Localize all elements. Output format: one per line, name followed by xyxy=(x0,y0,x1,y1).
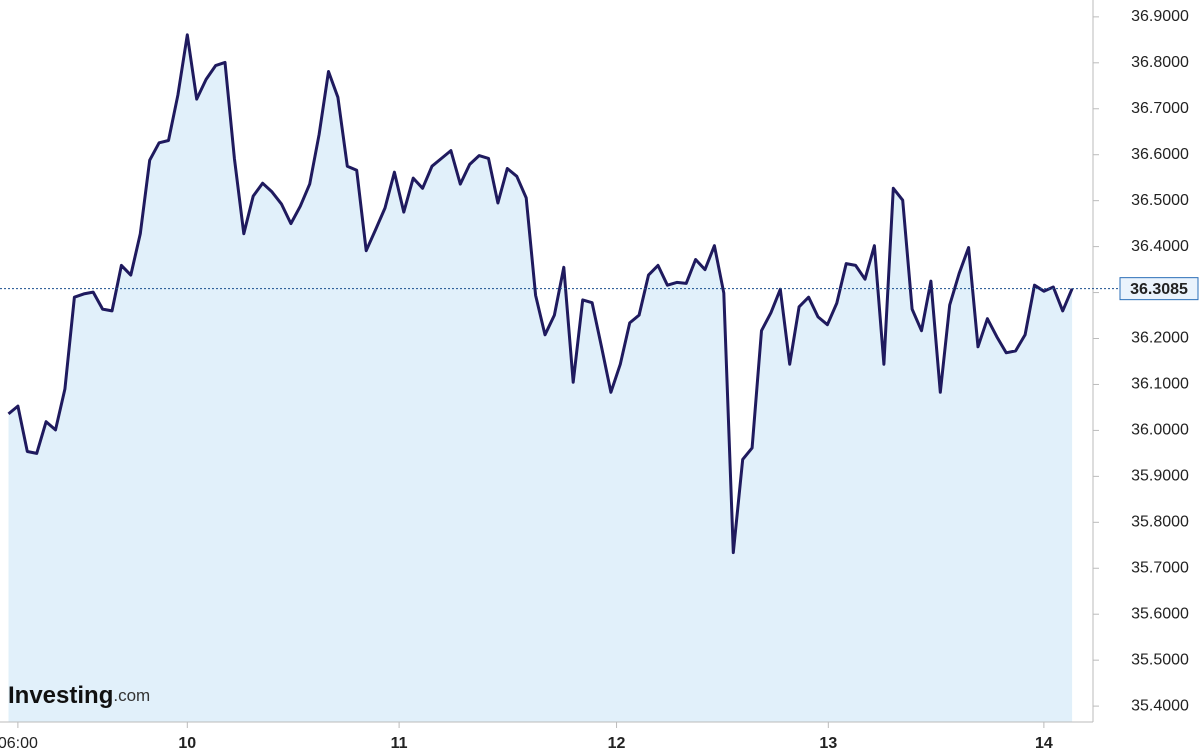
brand: Investing.com xyxy=(8,682,150,709)
last-value-box xyxy=(1119,277,1199,301)
y-tick-label: 35.5000 xyxy=(1131,651,1189,668)
brand-suffix: .com xyxy=(113,686,150,705)
last-value-label: 36.3085 xyxy=(1130,281,1188,298)
y-tick-label: 36.0000 xyxy=(1131,422,1189,439)
x-tick-label: 11 xyxy=(391,735,408,751)
y-tick-label: 36.9000 xyxy=(1131,8,1189,25)
area xyxy=(8,34,1073,723)
x-tick-label: 10 xyxy=(178,735,196,751)
y-tick-label: 36.5000 xyxy=(1131,192,1189,209)
x-tick-label: 13 xyxy=(819,735,837,751)
brand-name: Investing xyxy=(8,682,113,709)
y-tick-label: 35.4000 xyxy=(1131,697,1189,714)
y-tick-label: 35.7000 xyxy=(1131,559,1189,576)
price-line xyxy=(7,33,1074,555)
y-tick-label: 36.2000 xyxy=(1131,330,1189,347)
y-tick-label: 35.9000 xyxy=(1131,468,1189,485)
y-tick-label: 36.8000 xyxy=(1131,54,1189,71)
x-tick-label: 14 xyxy=(1035,735,1053,751)
y-tick-label: 36.6000 xyxy=(1131,146,1189,163)
y-tick-label: 36.4000 xyxy=(1131,238,1189,255)
y-tick-label: 36.1000 xyxy=(1131,376,1189,393)
y-tick-label: 35.8000 xyxy=(1131,514,1189,531)
y-tick-label: 36.7000 xyxy=(1131,100,1189,117)
x-tick-label: 12 xyxy=(608,735,626,751)
y-tick-label: 35.6000 xyxy=(1131,605,1189,622)
x-tick-label: 06:00 xyxy=(0,735,38,751)
